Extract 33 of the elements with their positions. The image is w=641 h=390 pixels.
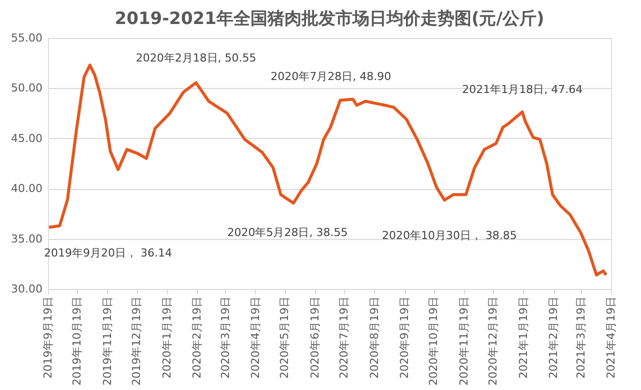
- y-tick-label: 55.00: [11, 32, 42, 44]
- x-tick-label: 2019年9月19日: [42, 296, 54, 378]
- y-tick-label: 45.00: [11, 132, 42, 145]
- annotation: 2019年9月20日， 36.14: [44, 246, 172, 260]
- x-tick-label: 2021年3月19日: [574, 296, 588, 378]
- x-tick-label: 2020年10月19日: [427, 296, 440, 386]
- x-tick-label: 2020年1月19日: [160, 296, 174, 378]
- x-tick-label: 2020年3月19日: [218, 296, 232, 378]
- x-tick-label: 2020年12月19日: [486, 296, 500, 386]
- x-tick-label: 2020年2月19日: [190, 296, 204, 378]
- x-tick-label: 2019年10月19日: [70, 296, 84, 386]
- y-tick-label: 50.00: [11, 82, 42, 95]
- x-tick-label: 2020年9月19日: [398, 296, 411, 378]
- y-tick-label: 30.00: [11, 282, 42, 296]
- x-tick-label: 2020年8月19日: [368, 296, 381, 378]
- x-tick-label: 2020年7月19日: [338, 296, 351, 378]
- y-tick-label: 40.00: [11, 182, 42, 196]
- x-tick-label: 2019年11月19日: [100, 296, 114, 386]
- annotation: 2020年5月28日, 38.55: [227, 226, 348, 240]
- annotation: 2020年2月18日, 50.55: [136, 52, 256, 65]
- x-tick-label: 2020年6月19日: [308, 296, 322, 378]
- x-tick-label: 2020年11月19日: [457, 296, 470, 386]
- annotation: 2021年1月18日, 47.64: [462, 82, 583, 96]
- x-tick-label: 2021年2月19日: [547, 296, 560, 378]
- x-tick-label: 2020年4月19日: [248, 296, 262, 378]
- chart-title: 2019-2021年全国猪肉批发市场日均价走势图(元/公斤): [114, 9, 544, 29]
- x-tick-label: 2020年5月19日: [278, 296, 292, 378]
- x-tick-label: 2021年4月19日: [604, 296, 618, 378]
- x-tick-label: 2019年12月19日: [130, 296, 144, 386]
- y-tick-label: 35.00: [11, 232, 42, 246]
- annotation: 2020年10月30日， 38.85: [382, 229, 517, 242]
- x-tick-label: 2021年1月19日: [516, 296, 530, 378]
- annotation: 2020年7月28日, 48.90: [270, 70, 392, 84]
